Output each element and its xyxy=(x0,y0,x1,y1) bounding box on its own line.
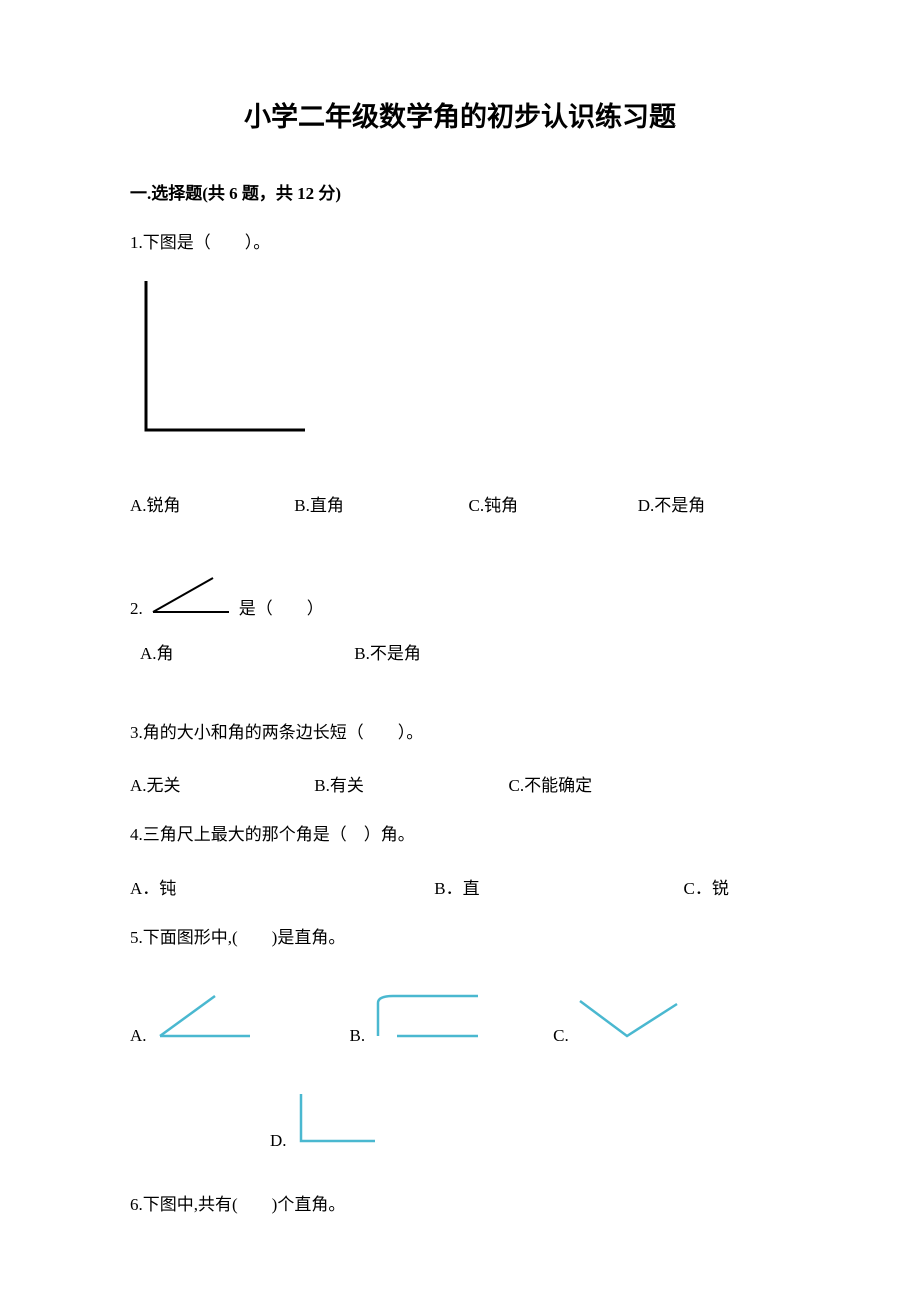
q3-opt-b: B.有关 xyxy=(314,771,504,796)
q5-opt-a-label: A. xyxy=(130,1026,147,1046)
q1-opt-d: D.不是角 xyxy=(638,491,706,516)
q2-row: 2. 是（ ） xyxy=(130,576,790,619)
q4-options: A．钝 B．直 C．锐 xyxy=(130,874,790,899)
q1-text: 1.下图是（ ）。 xyxy=(130,229,790,256)
q1-options: A.锐角 B.直角 C.钝角 D.不是角 xyxy=(130,491,790,516)
q3-text: 3.角的大小和角的两条边长短（ ）。 xyxy=(130,719,790,746)
q3-options: A.无关 B.有关 C.不能确定 xyxy=(130,771,790,796)
q5-opt-c-label: C. xyxy=(553,1026,569,1046)
q4-opt-c: C．锐 xyxy=(684,879,729,898)
q2-opt-a: A.角 xyxy=(140,639,350,664)
q2-options: A.角 B.不是角 xyxy=(130,639,790,664)
q2-figure xyxy=(151,576,231,619)
q5-opt-b-label: B. xyxy=(350,1026,366,1046)
q2-text-after: 是（ ） xyxy=(239,594,324,619)
q2-num: 2. xyxy=(130,599,143,619)
q5-text: 5.下面图形中,( )是直角。 xyxy=(130,924,790,951)
q1-opt-a: A.锐角 xyxy=(130,491,290,516)
q5-fig-b xyxy=(373,991,553,1046)
q4-opt-b: B．直 xyxy=(434,874,679,899)
q1-opt-c: C.钝角 xyxy=(469,491,634,516)
q3-opt-a: A.无关 xyxy=(130,771,310,796)
q5-fig-a xyxy=(155,991,350,1046)
q4-text: 4.三角尺上最大的那个角是（ ）角。 xyxy=(130,821,790,848)
q6-text: 6.下图中,共有( )个直角。 xyxy=(130,1191,790,1218)
q4-opt-a: A．钝 xyxy=(130,874,430,899)
q1-opt-b: B.直角 xyxy=(294,491,464,516)
q3-opt-c: C.不能确定 xyxy=(509,776,593,795)
section-1-heading: 一.选择题(共 6 题，共 12 分) xyxy=(130,179,790,204)
q5-row1: A. B. C. xyxy=(130,991,790,1046)
q1-figure xyxy=(140,281,790,441)
page-title: 小学二年级数学角的初步认识练习题 xyxy=(130,95,790,134)
q5-row2: D. xyxy=(270,1091,790,1151)
q5-opt-d-label: D. xyxy=(270,1131,287,1151)
q5-fig-c xyxy=(577,996,682,1046)
q5-fig-d xyxy=(295,1091,380,1151)
q2-opt-b: B.不是角 xyxy=(354,644,421,663)
